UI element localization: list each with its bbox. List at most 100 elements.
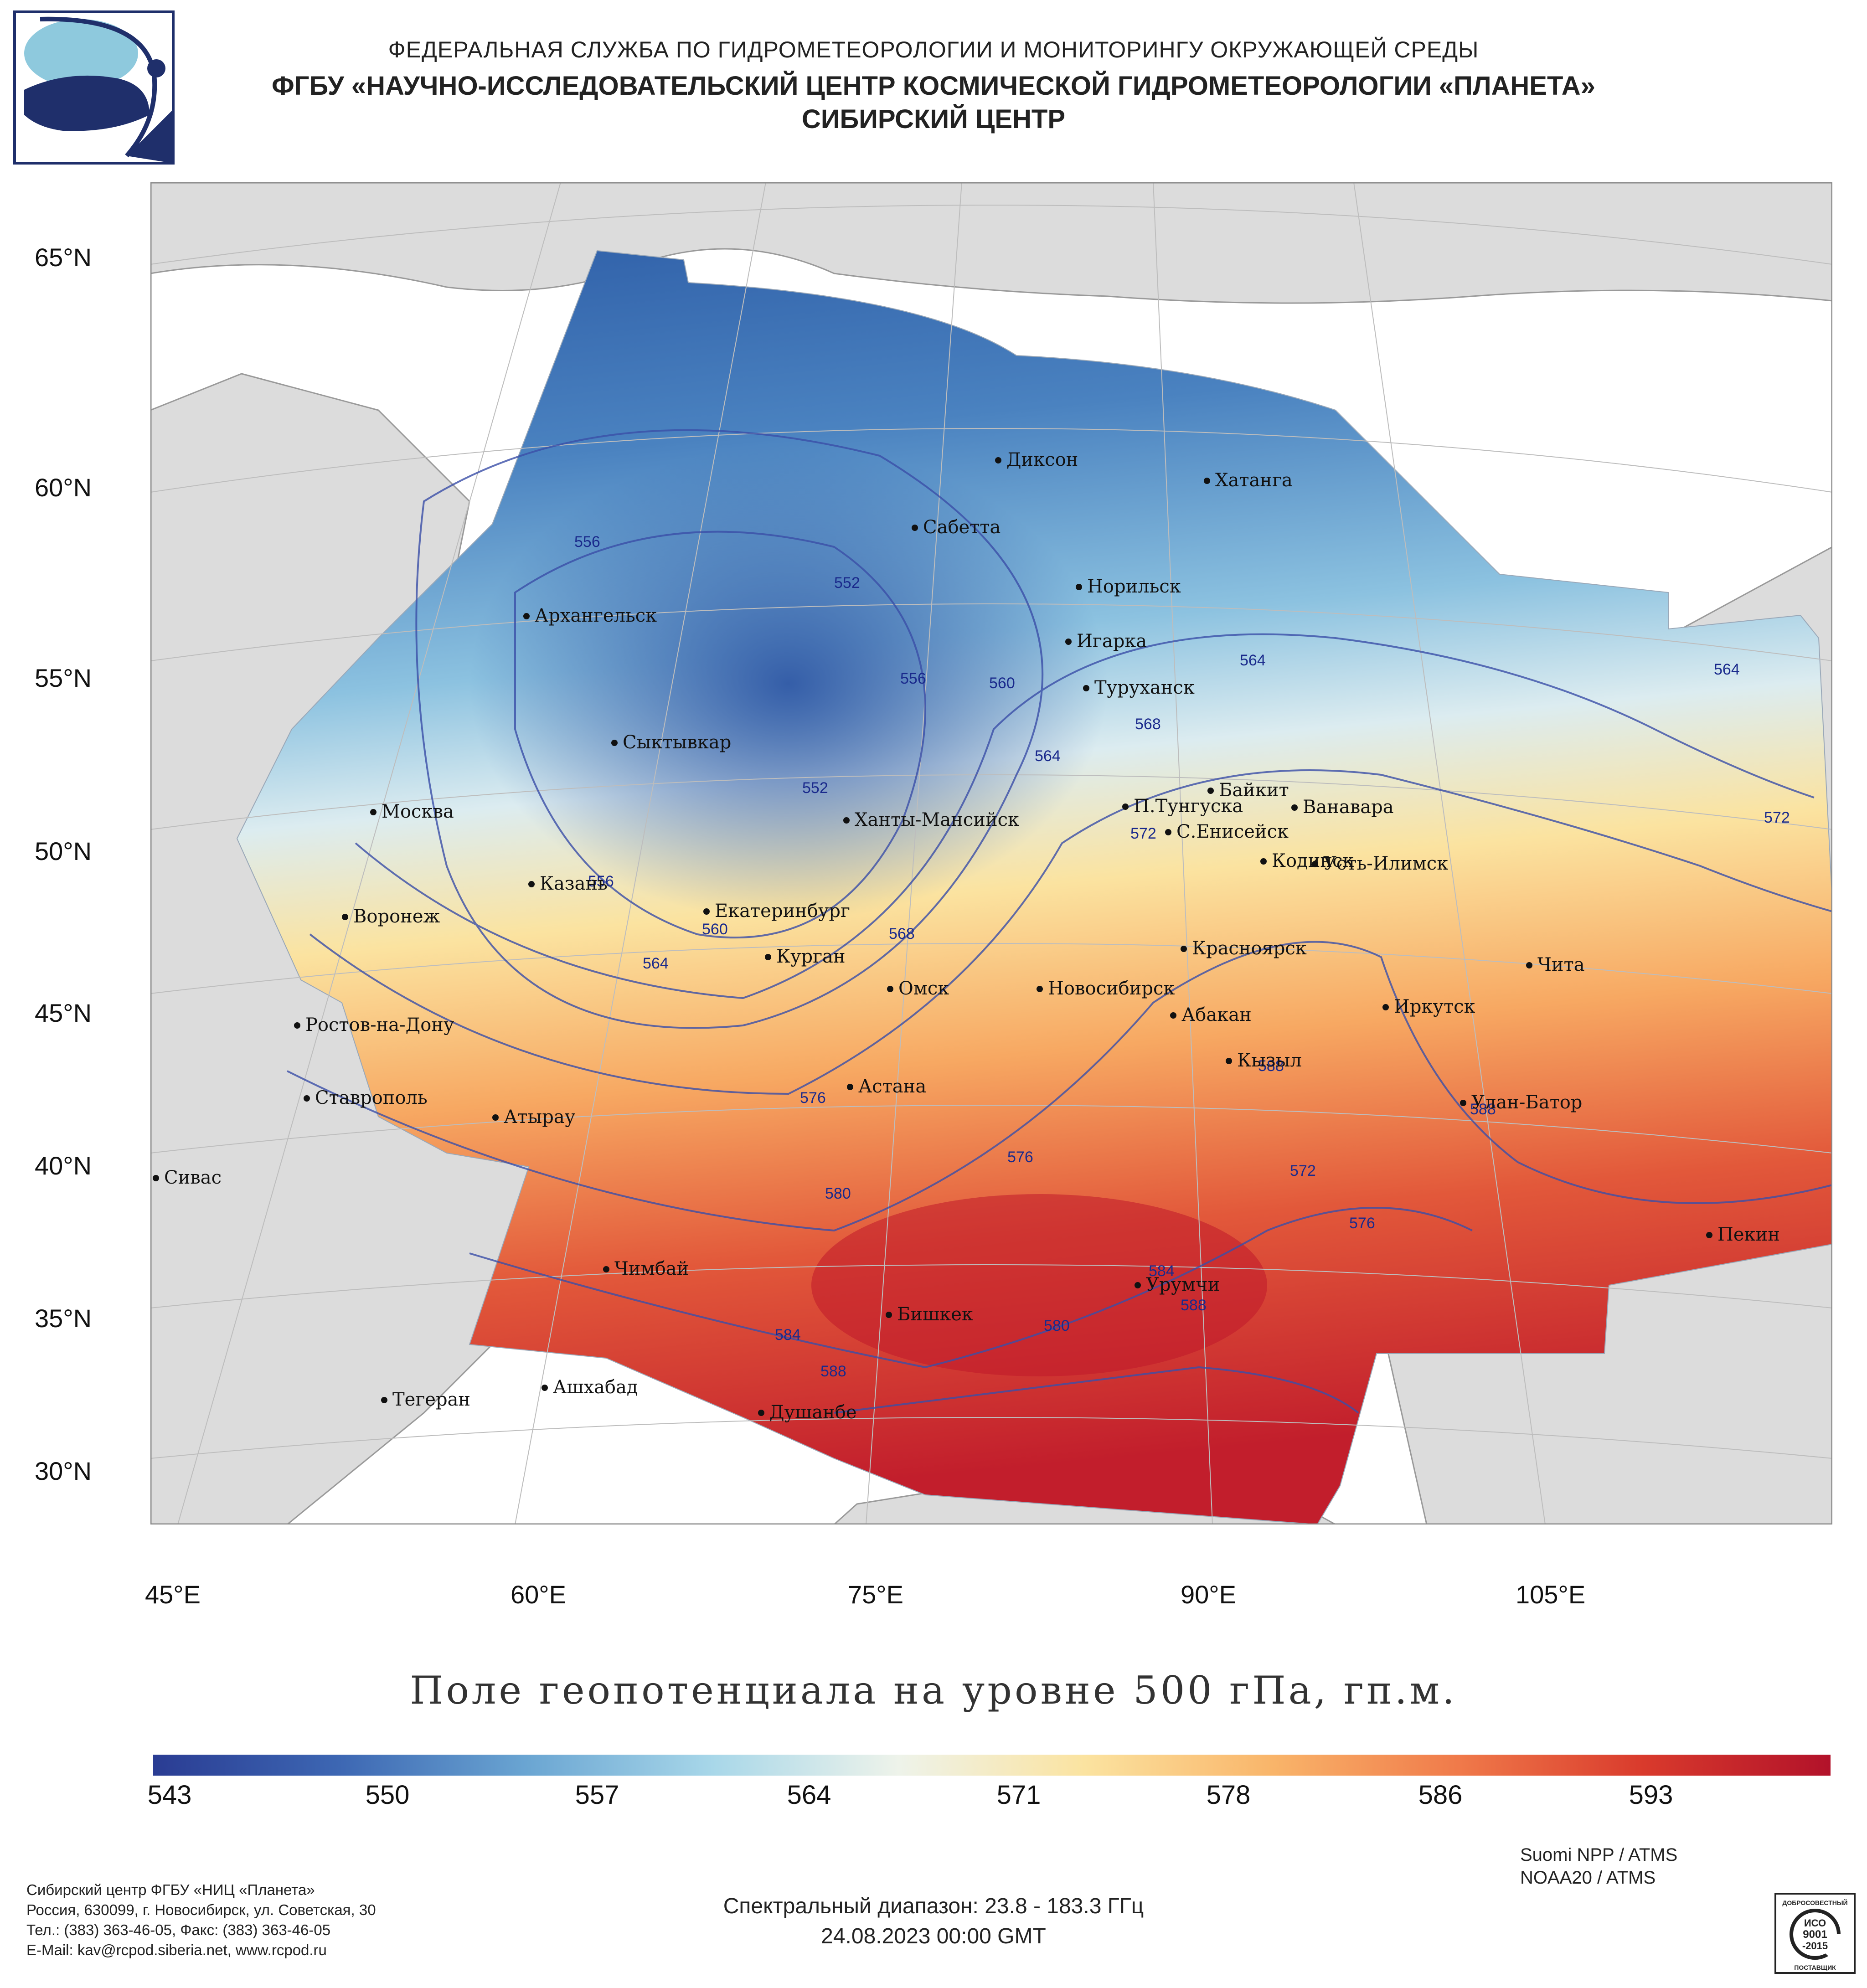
lon-tick-label: 75°E	[848, 1580, 904, 1609]
svg-text:Ванавара: Ванавара	[1303, 797, 1394, 818]
svg-text:Кызыл: Кызыл	[1237, 1050, 1302, 1071]
contour-label: 588	[1181, 1297, 1207, 1314]
svg-text:Атырау: Атырау	[504, 1107, 576, 1128]
city-marker: Атырау	[492, 1107, 576, 1128]
iso-l1: ИСО	[1804, 1917, 1826, 1929]
contour-label: 568	[889, 925, 915, 942]
contour-label: 584	[1149, 1262, 1175, 1280]
city-marker: Архангельск	[523, 605, 657, 626]
satellite-name: NOAA20 / ATMS	[1520, 1868, 1656, 1888]
contour-label: 572	[1764, 809, 1790, 826]
iso-badge-icon: ДОБРОСОВЕСТНЫЙ ИСО 9001 -2015 ПОСТАВЩИК	[1774, 1893, 1856, 1974]
svg-text:С.Енисейск: С.Енисейск	[1176, 821, 1289, 842]
contour-label-group: 556 552 556 560 564 568 564 552 572 556 …	[574, 533, 1790, 1380]
city-marker: Пекин	[1706, 1224, 1780, 1245]
svg-text:Абакан: Абакан	[1181, 1004, 1252, 1025]
lon-tick-label: 90°E	[1181, 1580, 1237, 1609]
contour-label: 564	[1035, 747, 1061, 765]
contact-line: Тел.: (383) 363-46-05, Факс: (383) 363-4…	[26, 1921, 331, 1938]
svg-text:Сыктывкар: Сыктывкар	[623, 732, 731, 753]
city-marker: Норильск	[1076, 576, 1181, 597]
colorbar-tick-label: 571	[996, 1780, 1041, 1810]
city-marker: С.Енисейск	[1165, 821, 1289, 842]
city-marker: Байкит	[1207, 780, 1289, 801]
contour-label: 556	[588, 873, 614, 890]
contour-label: 572	[1130, 825, 1156, 842]
contour-lines	[287, 429, 1832, 1414]
header-agency: ФЕДЕРАЛЬНАЯ СЛУЖБА ПО ГИДРОМЕТЕОРОЛОГИИ …	[388, 37, 1479, 62]
iso-l2: 9001	[1803, 1928, 1827, 1941]
contact-line: E-Mail: kav@rcpod.siberia.net, www.rcpod…	[26, 1942, 327, 1958]
city-marker: Хатанга	[1204, 470, 1293, 491]
lat-tick-label: 60°N	[35, 473, 92, 502]
svg-text:Новосибирск: Новосибирск	[1048, 978, 1175, 999]
lat-tick-label: 35°N	[35, 1304, 92, 1333]
svg-text:Ставрополь: Ставрополь	[315, 1087, 428, 1108]
lat-tick-label: 50°N	[35, 837, 92, 865]
cold-trough-core	[469, 447, 1108, 921]
svg-text:Чита: Чита	[1537, 954, 1585, 975]
svg-text:Байкит: Байкит	[1219, 780, 1289, 801]
iso-top: ДОБРОСОВЕСТНЫЙ	[1782, 1899, 1847, 1906]
contour-label: 560	[702, 921, 728, 938]
city-marker: Чимбай	[603, 1258, 689, 1279]
lat-tick-label: 30°N	[35, 1457, 92, 1485]
contour-label: 588	[1470, 1101, 1496, 1118]
svg-text:Душанбе: Душанбе	[769, 1402, 857, 1423]
city-marker: Туруханск	[1083, 677, 1195, 698]
svg-text:Тегеран: Тегеран	[392, 1389, 470, 1410]
planeta-logo-icon	[13, 10, 175, 165]
contour-label: 588	[1258, 1057, 1284, 1075]
contact-line: Россия, 630099, г. Новосибирск, ул. Сове…	[26, 1901, 376, 1918]
svg-text:П.Тунгуска: П.Тунгуска	[1134, 796, 1243, 817]
spectral-range: Спектральный диапазон: 23.8 - 183.3 ГГц	[723, 1894, 1144, 1918]
contour-label: 552	[802, 779, 828, 797]
city-marker: Сивас	[153, 1167, 222, 1188]
contact-line: Сибирский центр ФГБУ «НИЦ «Планета»	[26, 1881, 315, 1898]
city-marker: П.Тунгуска	[1122, 796, 1243, 817]
colorbar-tick-label: 543	[147, 1780, 192, 1810]
city-marker: Новосибирск	[1037, 978, 1175, 999]
geopotential-map: 556 552 556 560 564 568 564 552 572 556 …	[150, 182, 1832, 1524]
lat-tick-label: 55°N	[35, 664, 92, 692]
svg-text:Бишкек: Бишкек	[897, 1304, 973, 1325]
iso-l3: -2015	[1802, 1940, 1828, 1952]
city-marker: Красноярск	[1181, 938, 1307, 959]
svg-text:Астана: Астана	[858, 1076, 926, 1097]
warm-ridge-core	[811, 1194, 1267, 1376]
colorbar-tick-label: 578	[1206, 1780, 1251, 1810]
contour-label: 552	[834, 574, 860, 592]
contour-label: 576	[1007, 1149, 1033, 1166]
svg-text:Сивас: Сивас	[164, 1167, 222, 1188]
city-marker: Абакан	[1170, 1004, 1252, 1025]
contour-label: 564	[643, 955, 669, 972]
iso-bottom: ПОСТАВЩИК	[1794, 1964, 1836, 1971]
contour-label: 568	[1135, 716, 1161, 733]
city-marker: Воронеж	[342, 906, 440, 927]
city-marker: Чита	[1526, 954, 1585, 975]
svg-text:Архангельск: Архангельск	[535, 605, 657, 626]
svg-text:Воронеж: Воронеж	[353, 906, 440, 927]
map-frame	[150, 182, 1832, 1524]
svg-text:Сабетта: Сабетта	[923, 517, 1001, 538]
lon-tick-label: 60°E	[511, 1580, 567, 1609]
satellite-list: Suomi NPP / ATMS NOAA20 / ATMS	[1520, 1844, 1677, 1889]
city-marker: Ханты-Мансийск	[843, 809, 1019, 830]
colorbar-tick-label: 564	[787, 1780, 831, 1810]
colorbar-tick-label: 550	[365, 1780, 410, 1810]
city-marker: Тегеран	[381, 1389, 470, 1410]
spectral-info: Спектральный диапазон: 23.8 - 183.3 ГГц …	[0, 1891, 1867, 1952]
svg-text:Игарка: Игарка	[1077, 631, 1147, 652]
observation-datetime: 24.08.2023 00:00 GMT	[821, 1924, 1046, 1948]
contour-label: 580	[825, 1185, 851, 1202]
svg-text:Чимбай: Чимбай	[614, 1258, 689, 1279]
contour-label: 560	[989, 675, 1015, 692]
city-marker: Екатеринбург	[703, 901, 850, 922]
svg-text:Екатеринбург: Екатеринбург	[715, 901, 850, 922]
city-marker: Диксон	[995, 449, 1078, 470]
svg-text:Диксон: Диксон	[1006, 449, 1078, 470]
contour-label: 556	[900, 670, 926, 687]
svg-text:Курган: Курган	[776, 946, 846, 967]
contour-label: 564	[1240, 652, 1266, 669]
contour-label: 580	[1044, 1317, 1070, 1334]
